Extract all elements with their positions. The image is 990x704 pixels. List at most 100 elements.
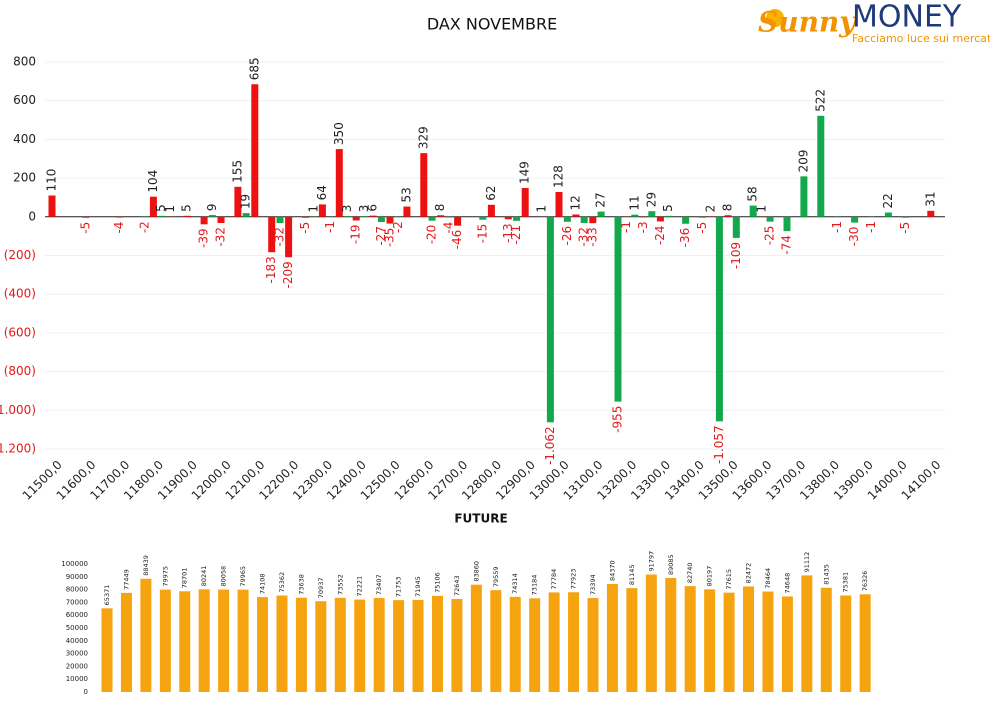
data-label: 1 [535,205,549,213]
data-label: 91797 [647,551,655,572]
bar [276,216,284,223]
bar [665,577,677,692]
data-label: -5 [298,222,312,234]
data-label: -27 [374,226,388,246]
bar [352,216,360,221]
data-label: 89085 [667,554,675,575]
bar [315,601,327,692]
y-tick-label: (600) [4,325,36,339]
bar [335,149,343,217]
data-label: 2 [704,205,718,213]
bar [548,592,560,692]
bar [563,216,571,222]
bar [377,216,385,223]
data-label: 82472 [745,563,753,584]
bar [285,216,293,258]
bar [521,187,529,217]
data-label: 81145 [628,564,636,585]
bar [208,215,216,217]
y-tick-label: 400 [13,132,36,146]
bar [183,215,191,217]
data-label: 77923 [570,569,578,590]
data-label: 58 [746,186,760,201]
bar [699,216,706,218]
data-label: -2 [391,221,405,233]
data-label: -15 [475,224,489,244]
bar [781,596,793,692]
bar [428,216,436,221]
bar [665,215,673,217]
data-label: 75381 [842,572,850,593]
bar [237,589,249,692]
bar [580,216,588,223]
y-tick-label: 80000 [66,586,88,594]
logo-name: MONEY [852,0,962,35]
data-label: -32 [214,227,228,247]
bar [927,210,935,217]
bar [344,216,352,217]
data-label: 74108 [259,573,267,594]
data-label: -32 [577,227,591,247]
data-label: -1.057 [712,425,726,464]
data-label: -1.062 [543,426,557,465]
bar [640,216,647,218]
data-label: 82740 [686,562,694,583]
bar [766,216,774,222]
bar [234,186,242,217]
bar [200,216,208,225]
data-label: 9 [205,203,219,211]
bar [801,575,813,692]
bar [158,215,166,217]
bar [295,597,307,692]
data-label: 72221 [356,576,364,597]
bar [568,592,580,692]
data-label: -46 [450,230,464,250]
bar [704,589,716,692]
data-label: 74314 [511,573,519,594]
data-label: 1 [754,205,768,213]
chart-title: FUTURE [454,512,507,526]
data-label: -32 [273,227,287,247]
data-label: 75362 [278,572,286,593]
data-label: 5 [154,204,168,212]
bar [420,153,428,217]
data-label: -36 [678,228,692,248]
data-label: 77449 [122,569,130,590]
bar [820,587,832,692]
data-label: 84370 [608,560,616,581]
bar [257,597,269,692]
data-label: -5 [78,222,92,234]
data-label: 522 [813,89,827,112]
data-label: 77615 [725,569,733,590]
data-label: 73552 [336,574,344,595]
bar [589,216,597,224]
bar [626,588,638,692]
data-label: 22 [881,193,895,208]
bar [783,216,791,232]
bar [369,215,377,217]
bar [276,595,288,692]
data-label: -35 [383,228,397,248]
bar [509,596,521,692]
bar [490,590,502,692]
bar [217,216,225,223]
bar [851,216,859,223]
y-tick-label: (400) [4,287,36,301]
bar [82,216,90,218]
data-label: 5 [180,204,194,212]
bar [817,115,825,217]
data-label: 350 [332,122,346,145]
logo-sun [766,9,784,27]
data-label: 27 [594,192,608,207]
data-label: -1 [619,221,633,233]
bar [859,594,871,692]
bar [656,216,664,222]
bar [555,192,563,217]
data-label: -13 [501,223,515,243]
data-label: 3 [340,205,354,213]
bar [504,216,512,220]
data-label: 79975 [161,566,169,587]
data-label: -21 [509,225,523,245]
y-tick-label: 50000 [66,624,88,632]
